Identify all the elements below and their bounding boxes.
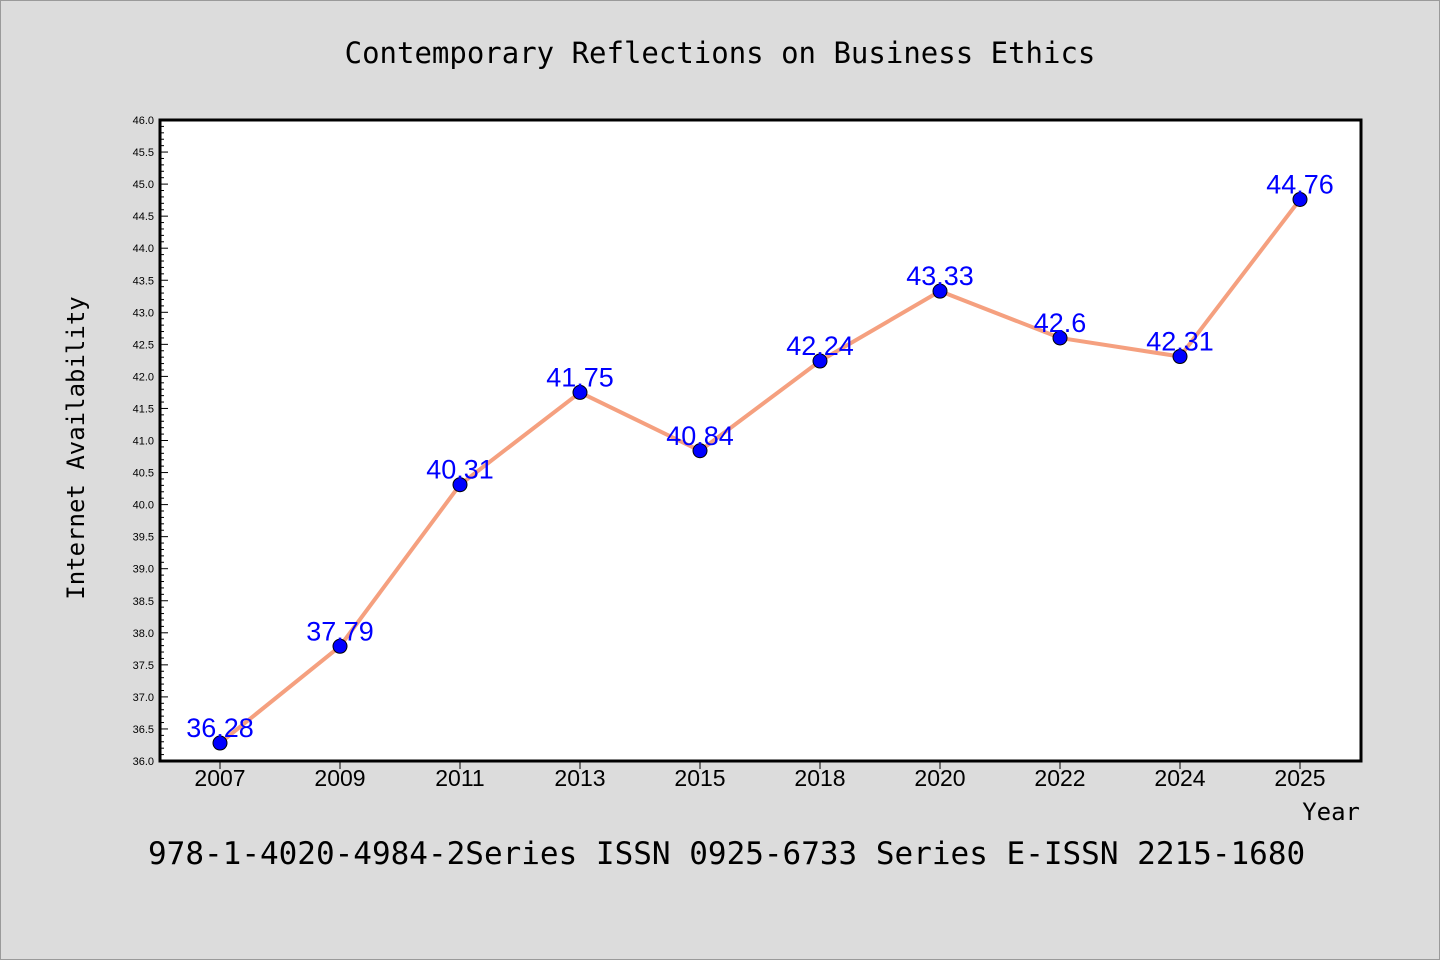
data-label: 42.24 (786, 331, 854, 361)
data-label: 41.75 (546, 362, 614, 392)
y-tick-label: 44.0 (133, 243, 154, 255)
data-point (572, 384, 588, 400)
data-point (212, 735, 228, 751)
y-tick-label: 38.5 (133, 596, 154, 608)
y-tick-label: 39.0 (133, 564, 154, 576)
y-axis-label: Internet Availability (62, 296, 90, 599)
x-tick-label: 2007 (194, 765, 245, 791)
x-tick-label: 2015 (674, 765, 725, 791)
x-axis-label: Year (1302, 798, 1360, 826)
data-point (332, 638, 348, 654)
data-label: 44.76 (1266, 169, 1334, 199)
data-point (452, 477, 468, 493)
y-tick-label: 40.0 (133, 500, 154, 512)
y-tick-label: 36.0 (133, 756, 154, 768)
y-tick-label: 46.0 (133, 115, 154, 127)
data-label: 36.28 (186, 713, 254, 743)
y-tick-label: 36.5 (133, 724, 154, 736)
y-tick-label: 45.5 (133, 147, 154, 159)
data-label: 40.31 (426, 455, 494, 485)
x-tick-label: 2020 (914, 765, 965, 791)
data-labels: 36.28 37.79 40.31 41.75 40.84 42.24 43.33 42.6 4… (186, 169, 1334, 743)
y-tick-label: 43.0 (133, 307, 154, 319)
y-tick-label: 41.0 (133, 436, 154, 448)
data-point (1292, 191, 1308, 207)
footer-text: 978-1-4020-4984-2Series ISSN 0925-6733 S… (148, 836, 1305, 872)
x-tick-label: 2009 (314, 765, 365, 791)
data-point (1052, 330, 1068, 346)
x-tick-label: 2013 (554, 765, 605, 791)
series-layer (212, 191, 1308, 751)
chart-title: Contemporary Reflections on Business Eth… (345, 36, 1096, 70)
y-tick-label: 43.5 (133, 275, 154, 287)
data-point (692, 443, 708, 459)
data-label: 37.79 (306, 616, 374, 646)
data-label: 42.31 (1146, 327, 1214, 357)
data-point (1172, 349, 1188, 365)
y-tick-label: 42.0 (133, 371, 154, 383)
y-tick-label: 45.0 (133, 179, 154, 191)
data-label: 42.6 (1034, 308, 1087, 338)
data-point (932, 283, 948, 299)
y-axis-ticks: 36.0 36.5 37.0 37.5 38.0 38.5 39.0 39.5 40.0 40.5… (133, 115, 168, 768)
y-tick-label: 39.5 (133, 532, 154, 544)
y-tick-label: 40.5 (133, 468, 154, 480)
plot-area (158, 118, 1363, 763)
x-tick-label: 2025 (1274, 765, 1325, 791)
series-line (218, 197, 1302, 746)
y-tick-label: 42.5 (133, 339, 154, 351)
y-tick-label: 44.5 (133, 211, 154, 223)
y-tick-label: 38.0 (133, 628, 154, 640)
x-tick-label: 2018 (794, 765, 845, 791)
y-tick-label: 37.5 (133, 660, 154, 672)
data-label: 43.33 (906, 261, 974, 291)
x-tick-label: 2011 (435, 765, 484, 791)
data-label: 40.84 (666, 421, 734, 451)
y-tick-label: 41.5 (133, 403, 154, 415)
x-axis-ticks: 2007 2009 2011 2013 2015 2018 2020 2022 2024 2025 (194, 761, 1326, 791)
x-tick-label: 2022 (1034, 765, 1085, 791)
x-tick-label: 2024 (1154, 765, 1205, 791)
y-tick-label: 37.0 (133, 692, 154, 704)
data-point (812, 353, 828, 369)
